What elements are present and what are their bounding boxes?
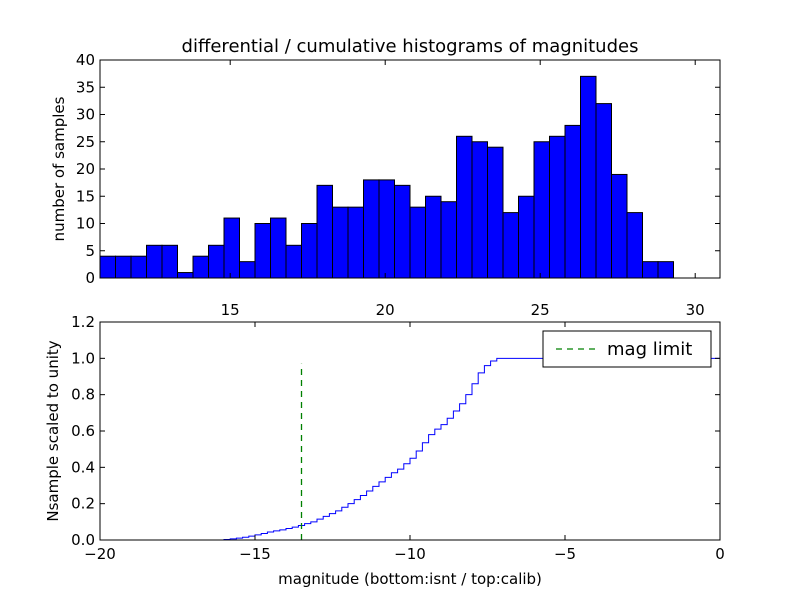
histogram-bar	[223, 217, 240, 279]
histogram-y-tick-label: 25	[76, 133, 95, 151]
histogram-bar	[332, 206, 349, 279]
histogram-bar	[115, 255, 132, 279]
histogram-bar	[533, 141, 550, 279]
histogram-y-tick-label: 40	[76, 51, 95, 69]
histogram-bar	[471, 141, 488, 279]
histogram-x-tick-label: 25	[531, 301, 550, 319]
histogram-bar	[549, 135, 566, 279]
histogram-x-tick-label: 15	[221, 301, 240, 319]
cumulative-x-tick-label: −10	[394, 545, 426, 563]
histogram-bar	[130, 255, 147, 279]
histogram-bar	[347, 206, 364, 279]
legend: mag limit	[542, 330, 712, 368]
cumulative-lines	[100, 357, 721, 541]
histogram-bar	[440, 201, 457, 279]
histogram-bar	[363, 179, 380, 279]
histogram-bar	[580, 75, 597, 279]
histogram-y-tick-label: 10	[76, 215, 95, 233]
cumulative-x-axis-label: magnitude (bottom:isnt / top:calib)	[278, 570, 542, 588]
histogram-bar	[146, 244, 163, 279]
cumulative-y-tick-label: 1.2	[71, 313, 95, 331]
cumulative-y-tick-label: 0.6	[71, 422, 95, 440]
histogram-bar	[316, 184, 333, 279]
histogram-bar	[394, 184, 411, 279]
cumulative-x-tick-label: −5	[554, 545, 576, 563]
histogram-bar	[502, 212, 519, 279]
histogram-y-tick-label: 15	[76, 187, 95, 205]
histogram-bar	[239, 261, 256, 279]
histogram-bar	[487, 146, 504, 279]
histogram-y-tick-label: 30	[76, 106, 95, 124]
histogram-x-tick-label: 20	[376, 301, 395, 319]
cumulative-x-tick-label: −20	[84, 545, 116, 563]
histogram-bar	[564, 124, 581, 279]
histogram-y-tick-label: 0	[85, 269, 95, 287]
histogram-bar	[642, 261, 659, 279]
histogram-bar	[192, 255, 209, 279]
histogram-bar	[208, 244, 225, 279]
histogram-bar	[301, 223, 318, 279]
cumulative-y-tick-label: 0.4	[71, 458, 95, 476]
histogram-bar	[456, 135, 473, 279]
histogram-bar	[626, 212, 643, 279]
histogram-bar	[177, 272, 194, 279]
histogram-bar	[254, 223, 271, 279]
histogram-y-tick-label: 35	[76, 78, 95, 96]
histogram-bar	[611, 173, 628, 279]
cumulative-y-axis-label: Nsample scaled to unity	[44, 340, 62, 521]
histogram-bar	[285, 244, 302, 279]
histogram-bar	[161, 244, 178, 279]
cumulative-y-tick-label: 0.0	[71, 531, 95, 549]
histogram-bar	[425, 195, 442, 279]
cumulative-panel: −20 −15 −10 −5 0 0.0 0.2 0.4 0.6 0.8 1.0 1.2 magnit…	[44, 313, 725, 588]
legend-entry-mag-limit: mag limit	[607, 339, 692, 360]
histogram-y-tick-label: 5	[85, 242, 95, 260]
histogram-y-axis-label: number of samples	[50, 96, 68, 241]
cumulative-y-tick-label: 0.8	[71, 386, 95, 404]
histogram-title: differential / cumulative histograms of …	[182, 36, 639, 57]
histogram-bar	[518, 195, 535, 279]
cumulative-y-tick-label: 0.2	[71, 495, 95, 513]
cumulative-y-tick-label: 1.0	[71, 349, 95, 367]
cumulative-x-tick-label: −15	[239, 545, 271, 563]
cumulative-ticks: −20 −15 −10 −5 0 0.0 0.2 0.4 0.6 0.8 1.0 1.2	[71, 313, 725, 563]
histogram-bar	[595, 103, 612, 279]
histogram-ticks: 15 20 25 30 0 5 10 15 20 25 30 35 40	[76, 51, 720, 319]
cumulative-x-tick-label: 0	[715, 545, 725, 563]
histogram-bar	[657, 261, 674, 279]
histogram-bar	[270, 217, 287, 279]
histogram-bar	[378, 179, 395, 279]
histogram-x-tick-label: 30	[686, 301, 705, 319]
cumulative-step-line	[100, 357, 721, 541]
histogram-bar	[409, 206, 426, 279]
histogram-panel: differential / cumulative histograms of …	[50, 36, 721, 319]
histogram-bar	[99, 255, 116, 279]
histogram-y-tick-label: 20	[76, 160, 95, 178]
histogram-bars	[99, 75, 674, 279]
